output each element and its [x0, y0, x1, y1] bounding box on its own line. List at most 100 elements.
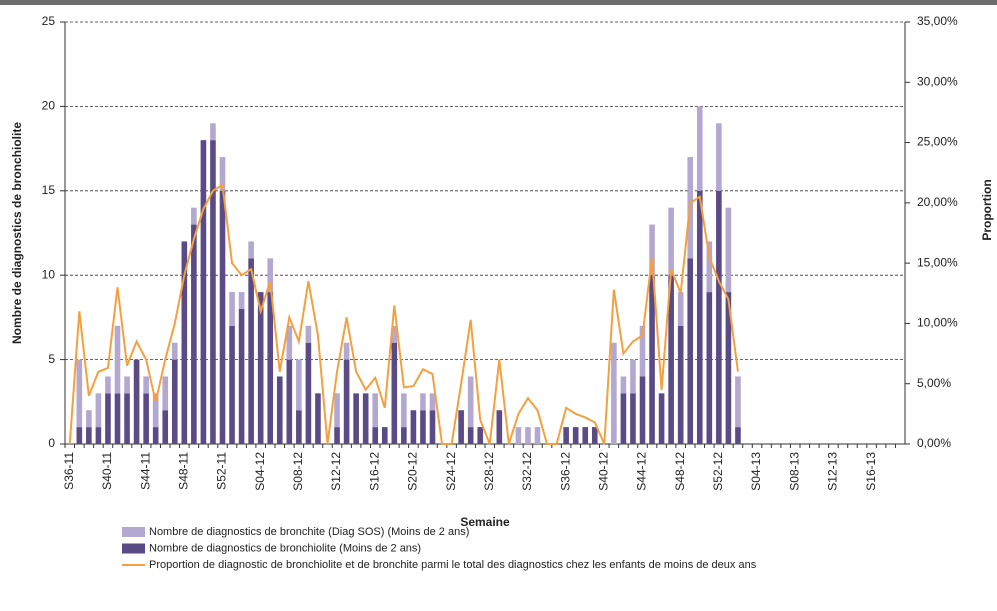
x-tick-label: S44-11	[138, 452, 152, 490]
y2-axis-label: Proportion	[980, 179, 994, 240]
bar	[649, 275, 655, 444]
bar	[630, 359, 636, 394]
y2-tick-label: 25,00%	[917, 135, 958, 149]
bar	[620, 393, 627, 444]
x-tick-label: S12-12	[329, 452, 343, 491]
bar	[353, 393, 359, 444]
x-tick-label: S44-12	[635, 452, 649, 491]
y2-tick-label: 15,00%	[917, 255, 958, 269]
bar	[515, 427, 522, 444]
y-tick-label: 25	[42, 14, 56, 28]
bar	[534, 427, 541, 444]
bar	[391, 342, 398, 444]
bar	[162, 376, 169, 411]
bar	[124, 393, 130, 444]
bar	[334, 427, 340, 444]
bar	[238, 308, 245, 444]
bar	[86, 410, 92, 428]
y-tick-label: 10	[42, 267, 56, 281]
bar	[267, 292, 274, 444]
bar	[572, 427, 579, 444]
bar	[716, 123, 722, 191]
bar	[229, 325, 235, 444]
bar	[267, 258, 274, 293]
bar	[639, 325, 646, 377]
bar	[420, 393, 426, 411]
bar	[725, 207, 732, 293]
bar	[133, 359, 140, 444]
x-tick-label: S08-13	[787, 452, 801, 491]
bar	[114, 393, 121, 444]
bar	[420, 410, 426, 444]
legend-swatch	[122, 527, 145, 537]
x-tick-label: S52-11	[215, 452, 229, 490]
legend-label: Proportion de diagnostic de bronchiolite…	[149, 559, 757, 571]
y2-tick-label: 20,00%	[917, 195, 958, 209]
bar	[76, 359, 83, 428]
legend-label: Nombre de diagnostics de bronchite (Diag…	[149, 526, 469, 538]
bar	[372, 393, 379, 428]
y2-tick-label: 10,00%	[917, 316, 958, 330]
bar	[372, 427, 379, 444]
bar	[668, 207, 674, 276]
bar	[735, 427, 741, 444]
bar	[735, 376, 741, 428]
bar	[229, 292, 235, 326]
y-tick-label: 15	[42, 183, 56, 197]
x-tick-label: S04-13	[749, 452, 763, 491]
bar	[143, 393, 149, 444]
x-tick-label: S40-12	[596, 452, 610, 491]
bar	[296, 359, 302, 411]
bar	[687, 258, 694, 444]
x-tick-label: S16-13	[864, 452, 878, 491]
bar	[458, 410, 464, 444]
bar	[706, 241, 713, 293]
bar	[630, 393, 636, 444]
bar	[86, 427, 92, 444]
bar	[620, 376, 627, 394]
bar	[124, 376, 130, 394]
bar	[219, 157, 226, 191]
bar	[257, 292, 264, 444]
x-tick-label: S36-11	[62, 452, 76, 490]
bar	[477, 427, 484, 444]
bar	[248, 258, 254, 444]
bar	[381, 427, 388, 444]
bar	[706, 292, 713, 444]
bar	[296, 410, 302, 444]
bar	[591, 427, 598, 444]
bar	[343, 342, 350, 360]
bar	[563, 427, 569, 444]
bar	[286, 359, 293, 444]
x-tick-label: S32-12	[520, 452, 534, 491]
bar	[467, 376, 474, 428]
legend-label: Nombre de diagnostics de bronchiolite (M…	[149, 542, 421, 554]
y2-tick-label: 35,00%	[917, 14, 958, 28]
x-tick-label: S12-13	[826, 452, 840, 491]
bar	[429, 410, 436, 444]
bar	[677, 325, 684, 444]
bar	[152, 427, 159, 444]
bar	[716, 190, 722, 444]
bar	[401, 393, 407, 428]
y2-tick-label: 0,00%	[917, 436, 951, 450]
y-tick-label: 5	[48, 352, 55, 366]
y2-tick-label: 5,00%	[917, 376, 951, 390]
bar	[429, 393, 436, 411]
bar	[95, 427, 102, 444]
bar	[315, 393, 321, 444]
x-tick-label: S08-12	[291, 452, 305, 491]
y-tick-label: 20	[42, 99, 56, 113]
y2-tick-label: 30,00%	[917, 74, 958, 88]
bar	[305, 342, 312, 444]
bar	[143, 376, 149, 394]
x-tick-label: S28-12	[482, 452, 496, 491]
x-tick-label: S48-12	[673, 452, 687, 491]
legend-swatch	[122, 543, 145, 554]
bar	[658, 393, 665, 444]
bar	[248, 241, 254, 259]
bar	[410, 410, 417, 444]
bar	[334, 393, 340, 428]
x-axis-label: Semaine	[460, 515, 510, 529]
bar	[496, 410, 503, 444]
